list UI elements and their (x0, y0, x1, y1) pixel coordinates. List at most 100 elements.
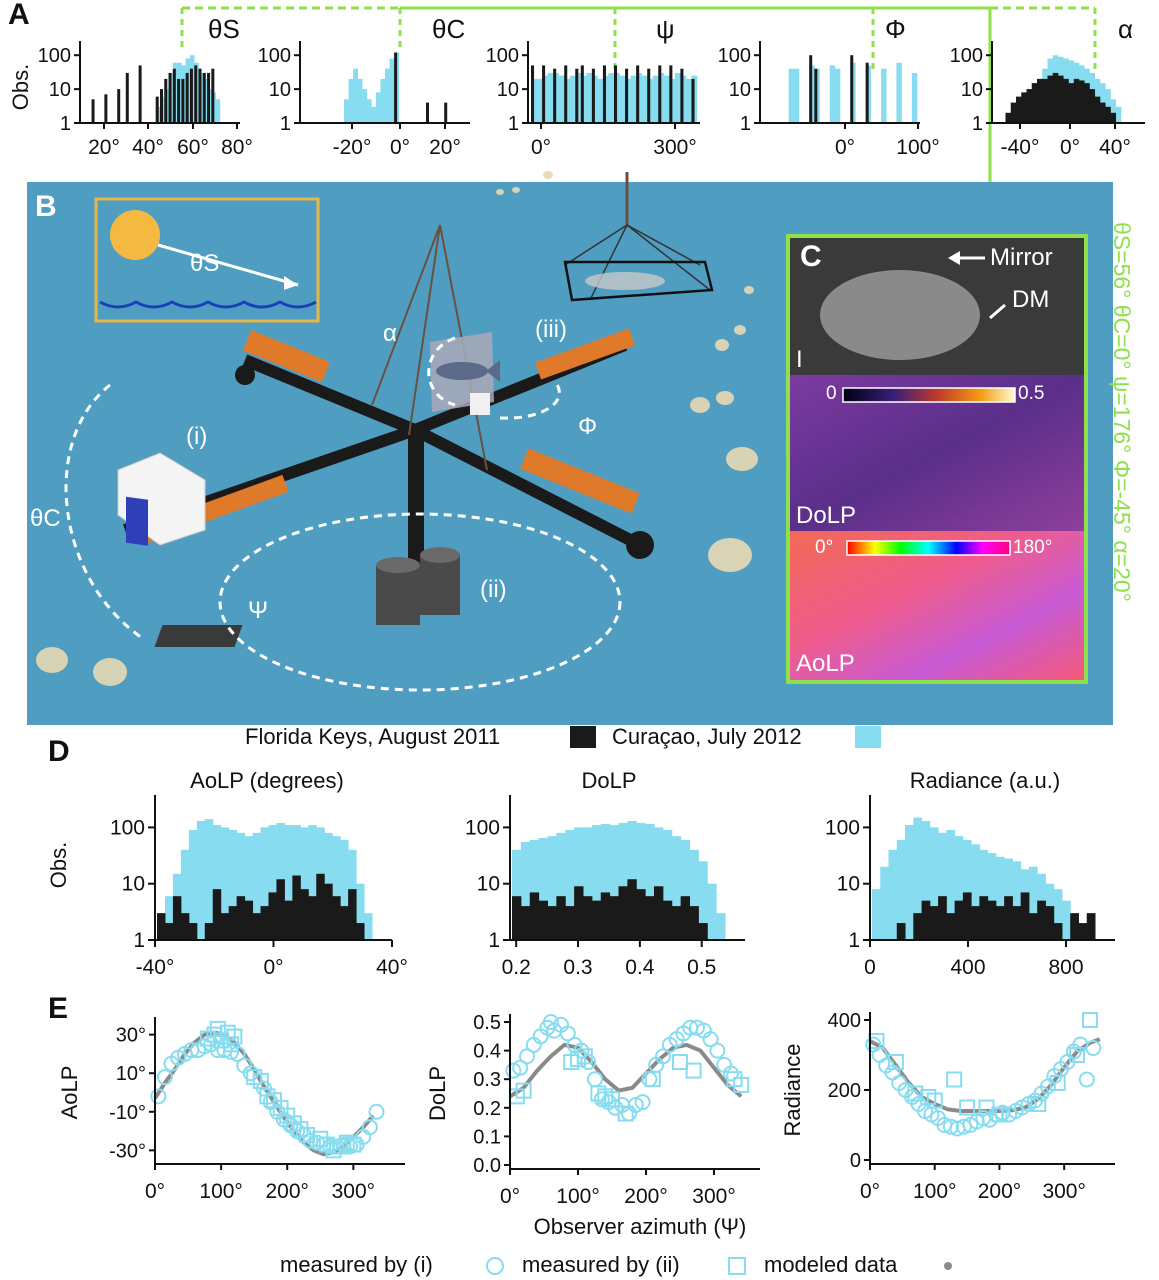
marker-square (959, 1099, 976, 1116)
hist-bar (356, 883, 365, 940)
y-tick-label: 10° (116, 1063, 146, 1085)
hist-bar (538, 837, 548, 940)
hist-bar (558, 75, 565, 123)
y-tick-label: 100 (38, 45, 71, 67)
label-mirror: Mirror (990, 244, 1053, 271)
y-tick-label: 100 (110, 816, 145, 839)
marker-circle (519, 1048, 535, 1065)
y-tick-label: -10° (109, 1102, 146, 1124)
hist-bar (168, 72, 172, 123)
hist-bar (938, 832, 947, 940)
hist-bar (575, 68, 579, 123)
hist-bar (580, 65, 584, 123)
label-aolp-image: AoLP (796, 650, 855, 677)
hist-bar (164, 78, 168, 123)
hist-bar (636, 889, 646, 940)
hist-bar (236, 896, 246, 940)
y-tick-label: 30° (116, 1025, 146, 1047)
hist-bar (538, 900, 548, 940)
legend-square-marker (728, 1257, 746, 1275)
hist-bar (565, 829, 575, 940)
hist-bar (164, 923, 174, 940)
y-tick-label: 10 (122, 873, 145, 896)
hist-bar (220, 913, 230, 940)
hist-bar (946, 913, 956, 940)
hist-bar (564, 65, 568, 123)
x-tick-label: 100° (556, 1185, 599, 1208)
dolp-scale-min: 0 (826, 383, 837, 404)
hist-bar (689, 906, 699, 940)
hist-bar (426, 102, 429, 123)
marker-circle (702, 1031, 719, 1048)
hist-bar (300, 889, 309, 940)
hist-bar (591, 900, 602, 940)
hist-bar (979, 896, 989, 940)
y-tick-label: 1 (848, 929, 860, 952)
hist-bar (829, 65, 836, 123)
label-intensity: I (796, 346, 803, 373)
hist-bar (1079, 80, 1085, 123)
hist-bar (654, 827, 664, 940)
x-tick-label: 0.5 (687, 956, 716, 979)
hist-bar (164, 896, 174, 940)
hist-bar (553, 68, 557, 123)
hist-bar (574, 827, 584, 940)
marker-circle (723, 1065, 739, 1082)
label-dolp-image: DoLP (796, 502, 857, 529)
dolp-colorbar (842, 387, 1016, 403)
x-tick-label: -40° (1001, 136, 1040, 159)
hist-bar (212, 825, 222, 940)
motion-arrows (64, 336, 622, 692)
panel-c-side-text: θS=56° θC=0° ψ=176° Φ=-45° α=20° (1109, 222, 1135, 602)
hist-bar (268, 825, 277, 940)
hist-bar (1037, 78, 1043, 123)
marker-circle (542, 1014, 559, 1030)
marker-circle (512, 1059, 529, 1076)
hist-bar (340, 906, 349, 940)
hist-bar (583, 827, 593, 940)
marker-circle (150, 1088, 167, 1105)
hist-bar (1058, 75, 1064, 123)
hist-bar (1100, 102, 1106, 123)
hist-bar (1053, 889, 1063, 940)
hist-bar (198, 68, 202, 123)
hist-bar (669, 65, 673, 123)
hist-bar (671, 906, 682, 940)
hist-bar (180, 849, 190, 940)
camera-ii (154, 547, 460, 647)
hist-bar (1068, 83, 1075, 123)
marker-circle (587, 1071, 603, 1088)
label-device-iii: (iii) (535, 316, 567, 343)
hist-bar (204, 819, 214, 940)
hist-bar (645, 823, 655, 940)
panel-a-histograms: 100 10 1 100 10 1 100 10 1 100 10 1 100 10 1 20° 40° 60° 8… (38, 41, 1145, 159)
y-tick-label: 0.5 (473, 1012, 501, 1034)
hist-bar (194, 65, 198, 123)
marker-circle (580, 1054, 597, 1071)
hist-bar (324, 883, 333, 940)
hist-bar (602, 65, 606, 123)
hist-bar (641, 75, 648, 123)
hist-bar (1105, 89, 1111, 123)
hist-bar (1052, 72, 1059, 123)
hist-bar (896, 839, 906, 940)
hist-bar (364, 913, 373, 940)
marker-square (672, 1054, 688, 1071)
x-tick-label: 60° (177, 136, 209, 159)
hist-bar (574, 886, 584, 940)
sun-icon (110, 210, 160, 260)
hist-bar (671, 836, 682, 940)
hist-bar (625, 68, 629, 123)
x-tick-label: 40° (1099, 136, 1131, 159)
y-axis-label: DoLP (425, 1066, 450, 1121)
hist-bar (512, 896, 522, 940)
marker-circle (655, 1048, 671, 1065)
y-tick-label: 100 (825, 816, 860, 839)
dm-arrow (989, 303, 1006, 320)
hist-bar (1089, 89, 1096, 123)
hist-bar (1021, 92, 1027, 123)
hist-bar (652, 75, 659, 123)
hist-bar (698, 861, 708, 940)
y-tick-label: 1 (972, 113, 983, 135)
